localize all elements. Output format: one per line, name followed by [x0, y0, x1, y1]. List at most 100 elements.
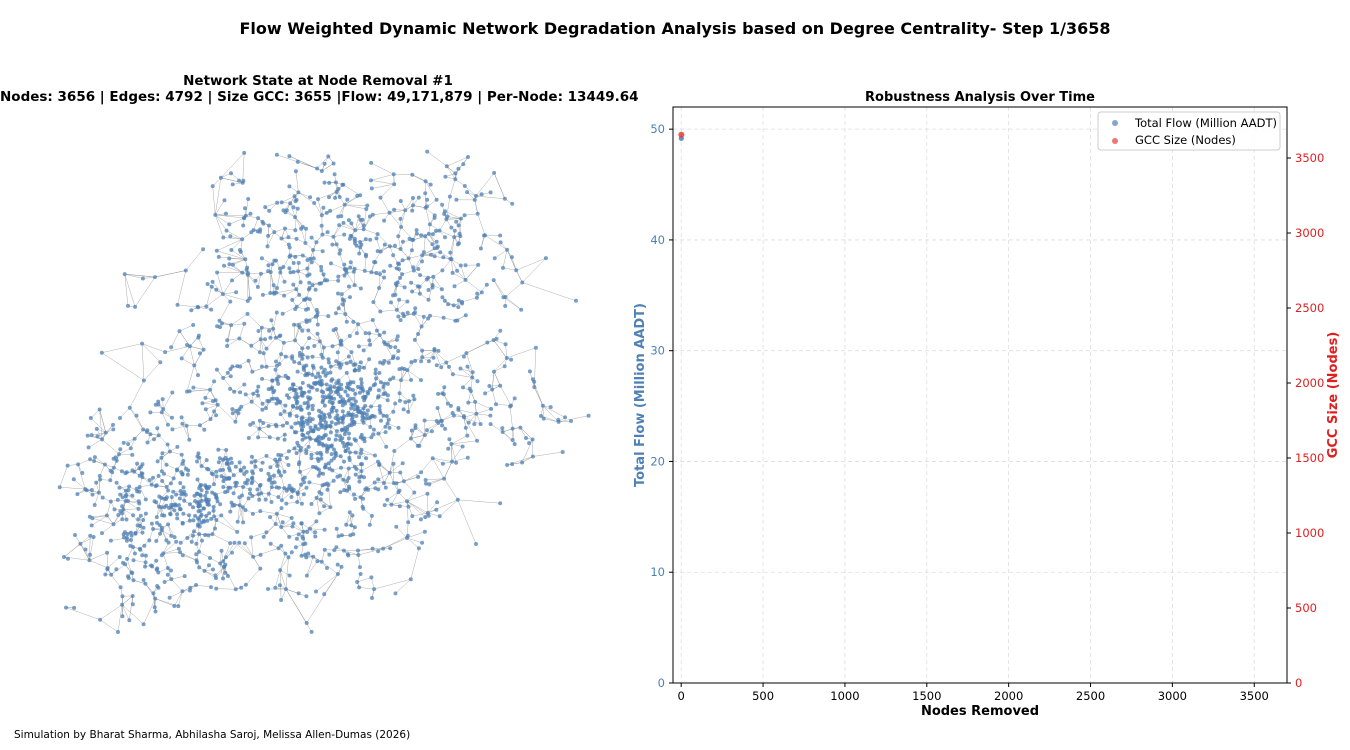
- network-node: [245, 478, 250, 483]
- network-node: [285, 393, 289, 398]
- network-node: [305, 400, 310, 405]
- network-node: [221, 479, 226, 484]
- network-node: [162, 580, 167, 584]
- network-node: [276, 374, 281, 379]
- network-node: [198, 503, 203, 508]
- network-node: [199, 488, 204, 493]
- network-node: [192, 493, 197, 498]
- x-tick-label: 1500: [912, 689, 941, 703]
- network-node: [332, 384, 337, 389]
- network-node: [307, 389, 312, 394]
- network-node: [361, 348, 366, 353]
- network-node: [229, 460, 234, 465]
- network-node: [167, 595, 172, 600]
- network-node: [358, 451, 363, 456]
- network-node: [315, 436, 320, 441]
- network-node: [249, 481, 254, 486]
- network-node: [360, 411, 365, 416]
- x-tick-label: 3500: [1240, 689, 1269, 703]
- network-node: [116, 513, 121, 517]
- network-node: [383, 430, 388, 435]
- network-node: [299, 427, 304, 432]
- network-node: [357, 455, 362, 460]
- network-node: [305, 406, 310, 410]
- network-node: [275, 363, 279, 368]
- network-node: [131, 513, 136, 518]
- network-node: [287, 387, 292, 392]
- legend: Total Flow (Million AADT) GCC Size (Node…: [1097, 111, 1281, 151]
- network-node: [324, 382, 329, 387]
- network-node: [321, 418, 326, 423]
- network-node: [120, 602, 125, 607]
- network-node: [344, 361, 349, 366]
- network-node: [395, 356, 400, 361]
- network-panel-title: Network State at Node Removal #1 Nodes: …: [0, 73, 639, 105]
- right-tick-label: 0: [1295, 676, 1302, 690]
- network-node: [369, 404, 374, 409]
- network-node: [185, 472, 190, 477]
- network-node: [286, 449, 291, 454]
- network-node: [177, 503, 181, 508]
- network-node: [383, 424, 388, 429]
- network-node: [242, 472, 247, 476]
- network-node: [365, 390, 370, 395]
- network-node: [344, 443, 349, 448]
- network-node: [413, 358, 418, 363]
- network-node: [143, 581, 148, 586]
- network-node: [94, 480, 99, 485]
- network-node: [159, 553, 164, 558]
- network-node: [84, 488, 89, 493]
- network-node: [137, 489, 142, 494]
- network-node: [320, 442, 325, 446]
- network-node: [351, 362, 356, 367]
- network-node: [143, 497, 148, 502]
- network-node: [409, 360, 414, 365]
- network-node: [328, 424, 333, 429]
- network-node: [205, 518, 210, 523]
- network-node: [301, 420, 306, 425]
- network-node: [348, 396, 353, 401]
- left-tick-label: 0: [658, 676, 665, 690]
- network-node: [411, 393, 416, 398]
- network-node: [182, 489, 187, 494]
- network-node: [359, 432, 364, 437]
- network-node: [367, 338, 372, 343]
- network-node: [166, 488, 171, 493]
- network-node: [243, 508, 248, 513]
- network-node: [293, 421, 298, 426]
- network-node: [335, 350, 340, 355]
- network-node: [319, 365, 324, 370]
- network-node: [228, 509, 233, 514]
- network-node: [269, 480, 274, 485]
- network-node: [111, 522, 116, 527]
- network-node: [128, 543, 133, 548]
- network-node: [138, 524, 143, 528]
- network-node: [385, 381, 390, 386]
- network-node: [326, 461, 331, 466]
- network-node: [338, 438, 343, 443]
- network-node: [201, 506, 206, 511]
- network-node: [325, 449, 329, 454]
- network-node: [255, 389, 260, 394]
- network-node: [327, 414, 332, 419]
- network-node: [292, 430, 297, 435]
- network-node: [120, 614, 125, 619]
- grid: [673, 107, 1287, 684]
- network-node: [214, 495, 219, 500]
- network-node: [359, 469, 364, 474]
- network-node: [353, 399, 358, 404]
- network-node: [277, 457, 282, 462]
- network-node: [286, 463, 291, 467]
- network-node: [118, 492, 123, 497]
- network-node: [212, 482, 216, 487]
- network-node: [209, 471, 214, 476]
- network-node: [321, 390, 326, 395]
- network-node: [266, 491, 271, 496]
- network-node: [316, 427, 321, 432]
- network-node: [365, 408, 370, 413]
- network-node: [368, 386, 373, 391]
- network-node: [78, 541, 83, 546]
- network-node: [206, 467, 211, 472]
- network-node: [319, 410, 324, 415]
- network-node: [211, 508, 216, 513]
